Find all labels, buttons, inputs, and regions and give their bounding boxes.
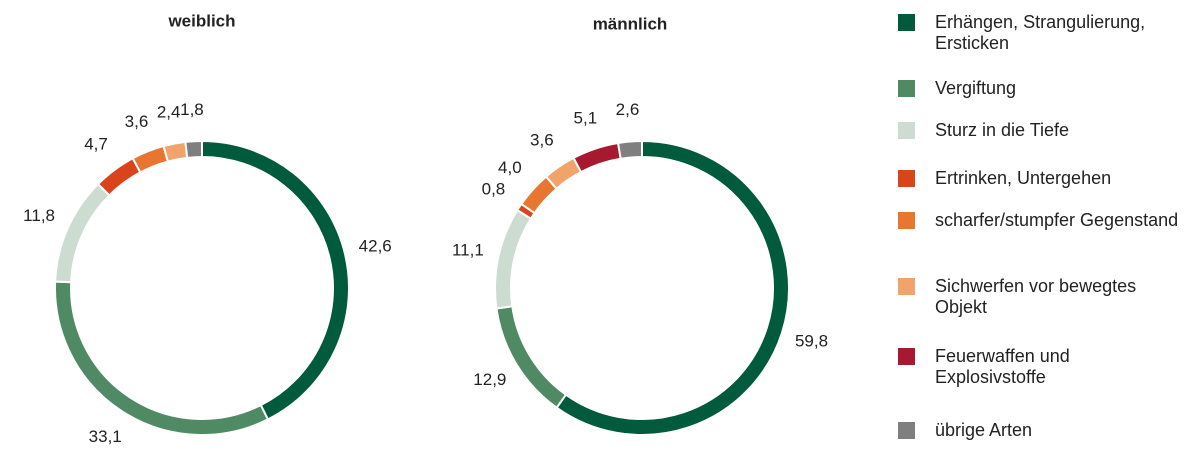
- donut-segment: [495, 305, 568, 410]
- legend-item: Erhängen, Strangulierung, Ersticken: [898, 12, 1188, 54]
- data-label: 2,4: [157, 103, 181, 122]
- data-label: 42,6: [359, 236, 392, 255]
- data-label: 1,8: [180, 100, 204, 119]
- data-label: 4,0: [498, 158, 522, 177]
- legend-label: übrige Arten: [935, 420, 1033, 440]
- legend-swatch: [898, 80, 915, 97]
- data-label: 5,1: [574, 109, 598, 128]
- data-label: 3,6: [125, 112, 149, 131]
- donut-segment: [131, 144, 170, 174]
- donut-segment: [572, 141, 622, 174]
- charts: weiblich 42,6 33,1 11,8 4,7 3,6 2,4 1,8 männlich…: [23, 11, 828, 446]
- donut-segment: [494, 208, 533, 310]
- legend-swatch: [898, 14, 915, 31]
- chart-title: weiblich: [167, 11, 235, 30]
- legend-item: Sturz in die Tiefe: [898, 120, 1188, 141]
- donut-segment: [555, 139, 790, 436]
- donut-segment: [201, 139, 350, 421]
- legend-swatch: [898, 170, 915, 187]
- legend-label: scharfer/stumpfer Gegenstand: [935, 210, 1179, 230]
- donut-segment: [54, 182, 111, 284]
- legend-label: Ertrinken, Untergehen: [935, 168, 1112, 188]
- legend-swatch: [898, 348, 915, 365]
- legend-label: Sichwerfen vor bewegtes Objekt: [935, 276, 1137, 317]
- legend-label: Sturz in die Tiefe: [935, 120, 1070, 140]
- legend-label: Vergiftung: [935, 78, 1017, 98]
- chart-title: männlich: [593, 14, 668, 33]
- data-label: 59,8: [795, 332, 828, 351]
- legend-swatch: [898, 278, 915, 295]
- data-label: 3,6: [530, 130, 554, 149]
- data-label: 33,1: [89, 427, 122, 446]
- legend-item: Vergiftung: [898, 78, 1188, 99]
- legend-item: übrige Arten: [898, 420, 1188, 441]
- legend-label: Feuerwaffen und Explosivstoffe: [935, 346, 1070, 387]
- donut-segment: [184, 139, 203, 159]
- donut-segment: [54, 280, 270, 436]
- data-label: 0,8: [482, 179, 506, 198]
- legend-item: scharfer/stumpfer Gegenstand: [898, 210, 1188, 231]
- donut-segment: [96, 156, 142, 197]
- legend-label: Erhängen, Strangulierung, Ersticken: [935, 12, 1146, 53]
- data-label: 2,6: [616, 100, 640, 119]
- legend-swatch: [898, 122, 915, 139]
- data-label: 11,1: [452, 241, 484, 260]
- data-label: 12,9: [473, 370, 506, 389]
- data-label: 11,8: [23, 206, 55, 225]
- legend-swatch: [898, 422, 915, 439]
- legend-swatch: [898, 212, 915, 229]
- legend-item: Feuerwaffen und Explosivstoffe: [898, 346, 1188, 388]
- legend-item: Ertrinken, Untergehen: [898, 168, 1188, 189]
- donut-segment: [162, 140, 189, 163]
- legend-item: Sichwerfen vor bewegtes Objekt: [898, 276, 1188, 318]
- data-label: 4,7: [84, 134, 108, 153]
- donut-segment: [616, 139, 643, 160]
